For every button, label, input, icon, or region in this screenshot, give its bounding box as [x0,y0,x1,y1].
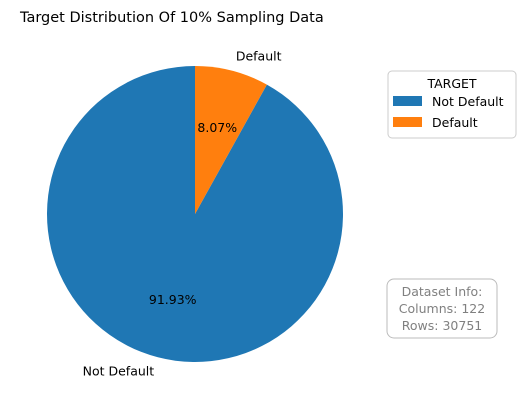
info-box-frame [386,278,498,339]
legend-label: Default [432,115,478,130]
pie-slice-default [195,66,267,214]
legend-swatch [393,96,422,106]
legend-entries: Not Default Default [393,94,504,130]
dataset-info-box: Dataset Info: Columns: 122 Rows: 30751 [386,278,498,339]
info-box-line-1: Dataset Info: [402,284,483,299]
info-box-line-2: Columns: 122 [399,301,485,316]
info-box-line-3: Rows: 30751 [402,318,482,333]
pie-category-label: Not Default [83,364,155,379]
pie-pct-label: 91.93% [149,292,197,307]
pie-labels: 91.93% Not Default 8.07% Default [83,48,282,378]
pie-slices [46,66,343,362]
chart-title: Target Distribution Of 10% Sampling Data [19,10,324,26]
pie-slice-not-default [46,66,343,362]
legend-swatch [393,117,422,127]
legend-label: Not Default [432,94,504,109]
pie-pct-label: 8.07% [197,120,237,135]
legend-title: TARGET [426,76,476,91]
legend: TARGET Not Default Default [387,70,517,139]
pie-category-label: Default [236,48,282,63]
